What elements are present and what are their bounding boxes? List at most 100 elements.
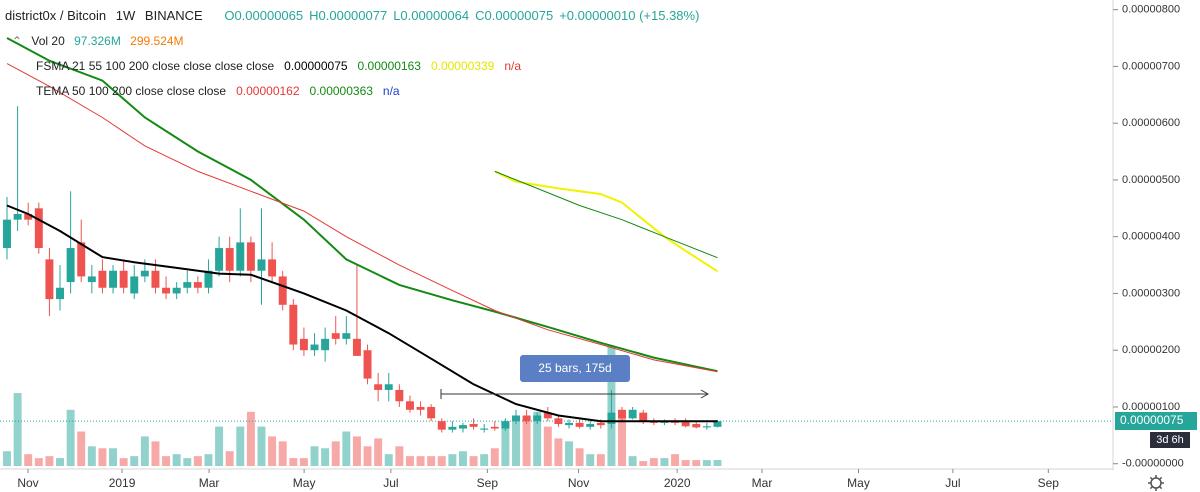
x-tick-label: Jul bbox=[383, 476, 398, 490]
volume-bar bbox=[639, 461, 648, 466]
candle-body bbox=[533, 415, 542, 422]
measure-arrowhead bbox=[700, 389, 710, 399]
candle-body bbox=[34, 208, 43, 249]
candle-body bbox=[543, 412, 552, 419]
y-tick-label: 0.00000100 bbox=[1122, 401, 1180, 413]
volume-bar bbox=[469, 456, 478, 466]
x-tick-label: 2019 bbox=[109, 476, 136, 490]
candle-body bbox=[405, 401, 414, 410]
volume-bar bbox=[215, 426, 224, 466]
x-tick-label: May bbox=[293, 476, 316, 490]
candle-body bbox=[321, 338, 330, 351]
volume-bar bbox=[448, 454, 457, 466]
volume-bar bbox=[193, 456, 202, 466]
volume-bar bbox=[512, 416, 520, 466]
candle-body bbox=[352, 338, 361, 356]
candle-body bbox=[13, 213, 22, 220]
candle-body bbox=[56, 287, 64, 300]
candle-body bbox=[660, 421, 669, 423]
volume-bar bbox=[236, 426, 245, 466]
candle-body bbox=[628, 409, 637, 419]
candle-body bbox=[119, 270, 128, 288]
symbol: district0x / Bitcoin bbox=[5, 8, 107, 23]
price-label: 0.00000075 bbox=[1120, 413, 1184, 427]
price-label-box bbox=[1115, 412, 1197, 430]
candle-body bbox=[162, 287, 171, 294]
candle-body bbox=[342, 333, 351, 339]
volume-bar bbox=[24, 454, 33, 466]
ohlc-value: H0.00000077 bbox=[309, 8, 388, 23]
volume-bar bbox=[586, 454, 595, 466]
x-tick-label: Mar bbox=[752, 476, 773, 490]
candle-body bbox=[618, 409, 627, 419]
volume-bar bbox=[109, 448, 118, 466]
volume-bar bbox=[713, 460, 722, 466]
countdown: 3d 6h bbox=[1156, 434, 1184, 446]
candle-body bbox=[204, 270, 213, 288]
settings-icon[interactable] bbox=[1148, 475, 1164, 491]
volume-bar bbox=[172, 454, 181, 466]
gear-teeth[interactable] bbox=[1148, 475, 1164, 491]
volume-bar bbox=[257, 426, 266, 466]
indicator-line bbox=[494, 170, 719, 273]
volume-legend: ⌃ Vol 20 97.326M 299.524M bbox=[12, 34, 190, 48]
ohlc-value: C0.00000075 bbox=[475, 8, 554, 23]
header: district0x / Bitcoin 1W BINANCE O0.00000… bbox=[5, 8, 711, 23]
indicator-value: 0.00000163 bbox=[357, 59, 421, 73]
indicator-value: 0.00000363 bbox=[309, 84, 373, 98]
volume-bar bbox=[162, 456, 171, 466]
collapse-icon[interactable]: ⌃ bbox=[12, 34, 23, 48]
candle-body bbox=[172, 287, 181, 294]
candle-body bbox=[374, 384, 383, 390]
volume-bar bbox=[554, 438, 563, 466]
ohlc-value: O0.00000065 bbox=[224, 8, 304, 23]
y-tick-label: 0.00000200 bbox=[1122, 344, 1180, 356]
x-tick-label: Sep bbox=[1038, 476, 1060, 490]
volume-bar bbox=[490, 448, 499, 466]
volume-bar bbox=[34, 458, 43, 466]
volume-bar bbox=[565, 441, 573, 466]
candle-body bbox=[522, 415, 531, 422]
volume-bar bbox=[374, 438, 383, 466]
candle-body bbox=[130, 276, 139, 294]
candle-body bbox=[596, 422, 605, 426]
volume-bar bbox=[416, 456, 425, 466]
candle-body bbox=[469, 423, 478, 427]
volume-bar bbox=[310, 446, 319, 466]
interval: 1W bbox=[115, 8, 136, 23]
volume-bar bbox=[533, 411, 542, 466]
volume-bar bbox=[77, 431, 86, 466]
candle-body bbox=[289, 304, 298, 345]
candle-body bbox=[416, 406, 425, 410]
candle-body bbox=[140, 270, 149, 277]
volume-bar bbox=[331, 441, 340, 466]
candle-body bbox=[45, 259, 54, 300]
candle-body bbox=[87, 276, 96, 283]
volume-bar bbox=[289, 458, 298, 466]
y-tick-label: 0.00000700 bbox=[1122, 60, 1180, 72]
indicator-value: 0.00000162 bbox=[236, 84, 300, 98]
candle-body bbox=[427, 406, 436, 419]
candle-body bbox=[331, 333, 340, 339]
x-tick-label: Sep bbox=[477, 476, 499, 490]
candle-body bbox=[236, 242, 245, 271]
ohlc: O0.00000065 H0.00000077 L0.00000064 C0.0000… bbox=[224, 8, 705, 23]
indicator-value: n/a bbox=[504, 59, 522, 73]
volume-bar bbox=[437, 456, 446, 466]
candle-body bbox=[384, 384, 393, 390]
candle-body bbox=[437, 421, 446, 430]
volume-bar bbox=[204, 454, 213, 466]
volume-bar bbox=[596, 454, 605, 466]
y-tick-label: 0.00000300 bbox=[1122, 287, 1180, 299]
volume-bar bbox=[3, 451, 11, 466]
candle-body bbox=[268, 259, 277, 277]
volume-bar bbox=[522, 416, 531, 466]
y-tick-label: 0.00000800 bbox=[1122, 4, 1180, 16]
indicator-value: 0.00000339 bbox=[430, 59, 495, 73]
volume-bar bbox=[363, 446, 372, 466]
measure-label: 25 bars, 175d bbox=[538, 361, 611, 375]
volume-bar bbox=[183, 458, 192, 466]
candle-body bbox=[490, 426, 499, 429]
